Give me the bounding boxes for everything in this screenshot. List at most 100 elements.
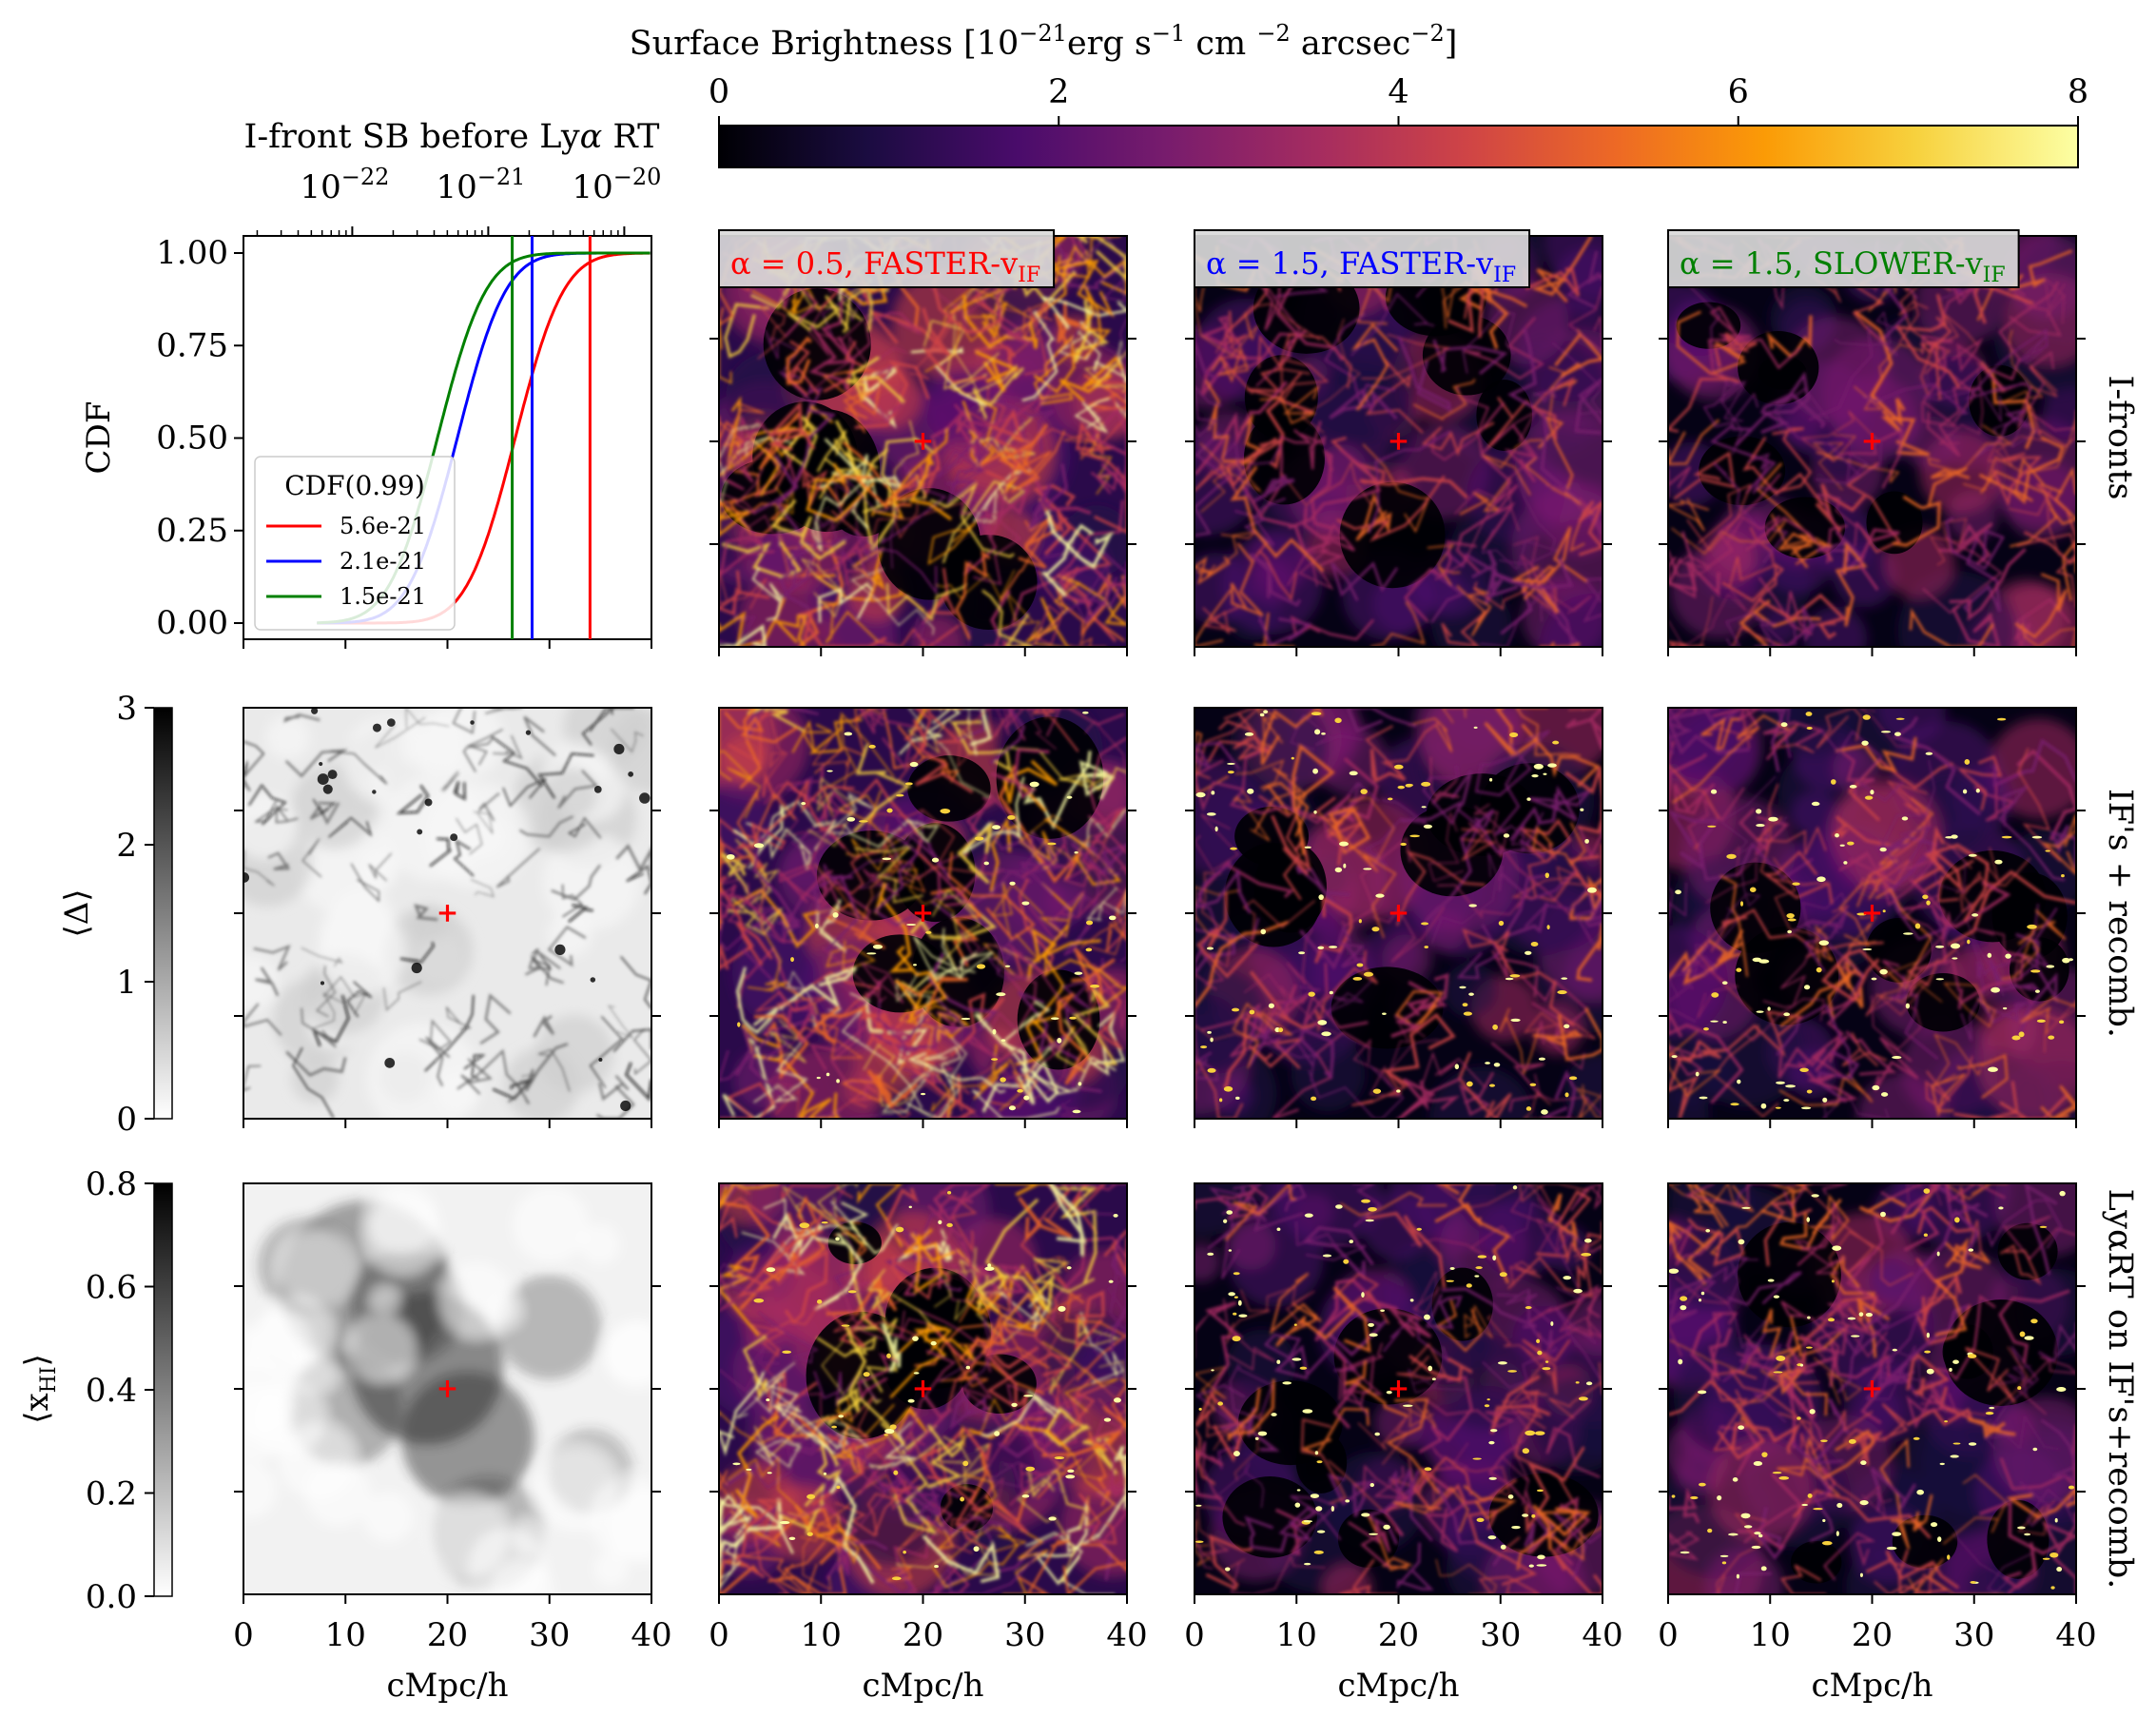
panel-bright-spot	[1522, 1448, 1530, 1454]
panel-bright-spot	[1021, 901, 1030, 906]
sb-tick-label: 4	[1388, 73, 1408, 111]
panel-bright-spot	[1525, 1430, 1536, 1436]
panel-bright-spot	[1561, 977, 1568, 980]
panel-bright-spot	[1025, 1466, 1036, 1472]
panel-bright-spot	[1233, 1451, 1240, 1456]
panel-bright-spot	[1861, 740, 1869, 746]
panel-bright-spot	[2005, 953, 2011, 959]
panel-bright-spot	[1231, 1007, 1240, 1012]
center-marker: +	[1861, 425, 1883, 457]
panel-bright-spot	[1998, 1206, 2004, 1210]
panel-bright-spot	[1428, 1365, 1433, 1372]
panel-bright-spot	[1859, 1500, 1869, 1506]
panel-bright-spot	[1463, 1011, 1472, 1016]
panel-bright-spot	[1879, 847, 1887, 852]
panel-bright-spot	[1564, 1092, 1569, 1098]
panel-bright-spot	[909, 761, 919, 768]
panel-bright-spot	[1541, 1109, 1548, 1115]
panel-bright-spot	[1380, 1309, 1385, 1312]
panel-bright-spot	[1807, 1316, 1811, 1319]
panel-bright-spot	[1856, 912, 1868, 916]
panel-bright-spot	[790, 957, 794, 963]
column-title-text: α = 1.5, FASTER-vIF	[1206, 245, 1516, 287]
sb-tick-label: 6	[1728, 73, 1749, 111]
colorbar-tick-label: 0.0	[86, 1578, 137, 1616]
column-title-3: α = 1.5, SLOWER-vIF	[1667, 229, 2020, 288]
panel-bright-spot	[1805, 712, 1813, 716]
panel-bright-spot	[1736, 967, 1742, 972]
panel-bright-spot	[1335, 1204, 1343, 1209]
cdf-yticks: 0.00 0.25 0.50 0.75 1.00	[156, 234, 243, 642]
panel-bright-spot	[1573, 1288, 1583, 1294]
panel-bright-spot	[1756, 823, 1765, 828]
panel-bright-spot	[836, 1079, 840, 1084]
panel-r2-c2: +	[1185, 1182, 1612, 1604]
panel-bright-spot	[1008, 1105, 1017, 1111]
panel-bright-spot	[779, 1520, 790, 1525]
panel-bright-spot	[732, 1462, 741, 1466]
panel-bright-spot	[1967, 939, 1971, 945]
panel-bright-spot	[1719, 1554, 1729, 1558]
panel-bright-spot	[1292, 1357, 1302, 1361]
panel-bright-spot	[1375, 893, 1385, 898]
panel-bright-spot	[1680, 1551, 1690, 1554]
panel-bright-spot	[1317, 946, 1325, 949]
panel-bright-spot	[1768, 816, 1778, 822]
center-marker: +	[912, 897, 934, 928]
panel-bright-spot	[934, 1564, 939, 1569]
column-title-box	[1194, 229, 1531, 288]
panel-bright-spot	[891, 1576, 902, 1581]
panel-bright-spot	[895, 1226, 904, 1233]
panel-bright-spot	[987, 1263, 992, 1268]
panel-bright-spot	[1311, 1096, 1317, 1102]
panel-r2-c1: +	[709, 1182, 1136, 1604]
panel-bright-spot	[1726, 853, 1737, 859]
panel-bright-spot	[1801, 1503, 1809, 1507]
panel-bright-spot	[1544, 872, 1549, 879]
panel-bright-spot	[983, 861, 989, 866]
panel-bright-spot	[1372, 1088, 1382, 1094]
panel-bright-spot	[1760, 1103, 1767, 1109]
panel-bright-spot	[1780, 722, 1788, 728]
panel-bright-spot	[1303, 1520, 1313, 1523]
sb-tick-label: 8	[2068, 73, 2088, 111]
image-panels: + + + + + + + + + + +	[234, 235, 2086, 1604]
panel-bright-spot	[863, 1372, 870, 1377]
panel-bright-spot	[1054, 1456, 1065, 1460]
panel-bright-spot	[1678, 1358, 1683, 1365]
panel-bright-spot	[753, 843, 765, 849]
x-tick-label: 10	[801, 1616, 842, 1654]
panel-bright-spot	[1886, 1546, 1897, 1551]
panel-bright-spot	[1785, 1084, 1797, 1088]
panel-bright-spot	[801, 801, 806, 806]
panel-bright-spot	[1962, 789, 1968, 794]
panel-void	[911, 917, 1004, 1027]
cdf-legend: CDF(0.99) 5.6e-21 2.1e-21 1.5e-21	[254, 456, 456, 631]
panel-bright-spot	[1776, 1355, 1786, 1361]
panel-bright-spot	[1349, 1240, 1354, 1243]
panel-bright-spot	[1822, 1518, 1826, 1523]
panel-void	[827, 1221, 882, 1264]
panel-bright-spot	[906, 923, 917, 927]
panel-bright-spot	[1671, 1055, 1678, 1059]
x-tick-label: 40	[1106, 1616, 1147, 1654]
panel-bright-spot	[1254, 1436, 1259, 1440]
panel-bright-spot	[1361, 1292, 1365, 1298]
panel-bright-spot	[1316, 1530, 1326, 1533]
panel-bright-spot	[1468, 992, 1474, 996]
panel-bright-spot	[2046, 965, 2055, 968]
panel-void	[940, 535, 1038, 631]
panel-bright-spot	[991, 1058, 999, 1061]
panel-bright-spot	[1544, 1360, 1549, 1363]
panel-bright-spot	[1585, 1381, 1593, 1386]
panel-bright-spot	[831, 1425, 838, 1429]
panel-bright-spot	[2002, 1006, 2008, 1010]
panel-bright-spot	[1827, 1318, 1836, 1322]
panel-bright-spot	[1528, 1564, 1534, 1568]
panel-bright-spot	[2032, 1447, 2038, 1452]
panel-bright-spot	[1968, 1442, 1977, 1446]
panel-bright-spot	[1803, 985, 1811, 990]
center-marker: +	[1861, 897, 1883, 928]
panel-bright-spot	[1537, 1554, 1545, 1560]
panel-bright-spot	[1847, 841, 1855, 846]
